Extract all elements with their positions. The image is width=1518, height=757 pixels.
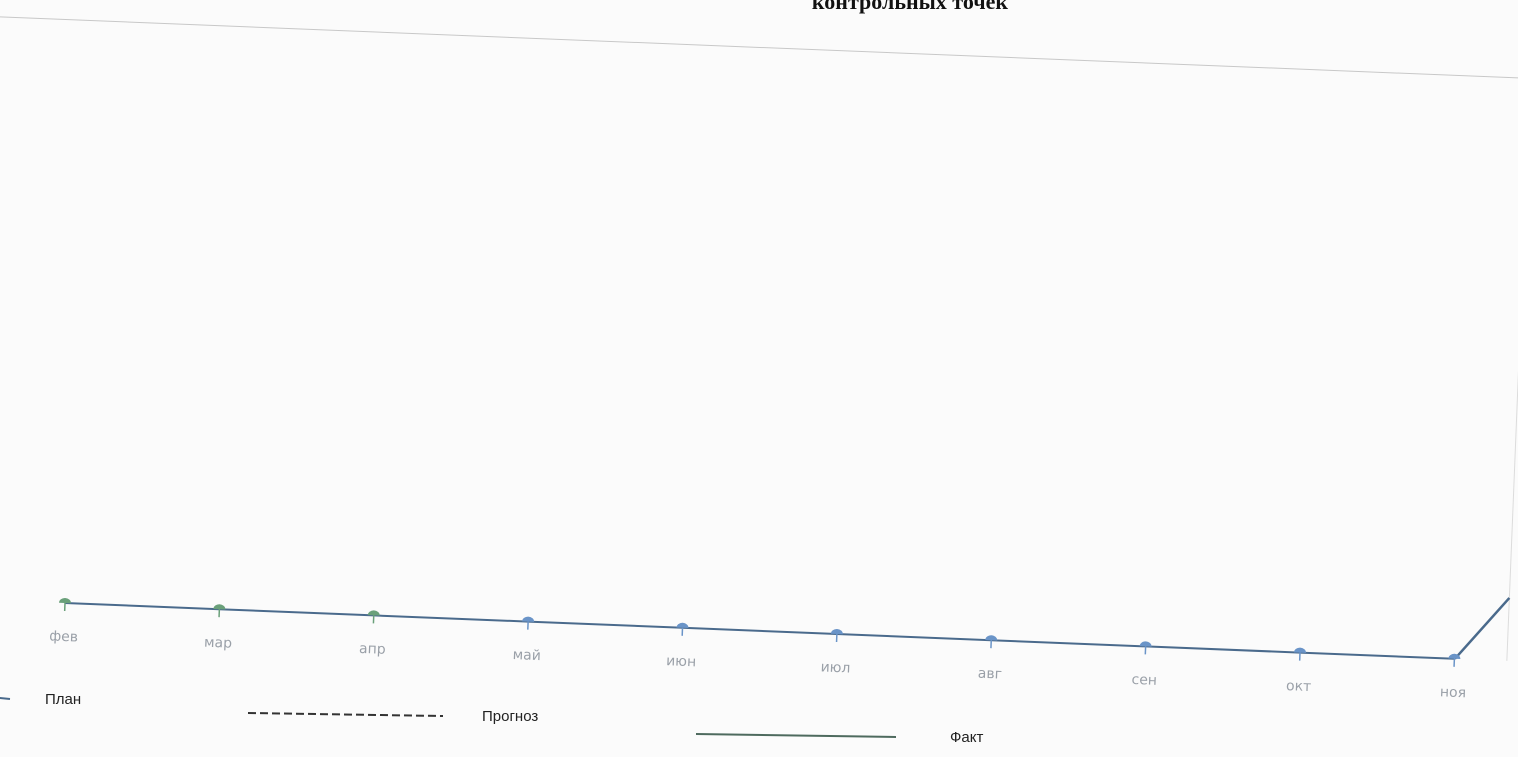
marker (676, 622, 689, 629)
marker (367, 610, 380, 616)
x-tick-label: июн (666, 653, 697, 670)
series-line (64, 602, 1455, 660)
plot: фев мар апр май июн июл авг сен окт ноя (0, 12, 1518, 701)
x-tick-label: сен (1131, 672, 1157, 689)
x-tick-label: ноя (1440, 684, 1467, 701)
x-tick-label: авг (977, 666, 1002, 683)
marker (1448, 653, 1461, 660)
legend-swatch (695, 733, 897, 738)
legend-item: План (0, 691, 81, 708)
marker (59, 598, 71, 604)
legend-item: Прогноз (247, 708, 538, 725)
marker (985, 635, 998, 641)
legend-label: Прогноз (482, 708, 538, 725)
marker (1294, 647, 1307, 653)
plot-border (0, 12, 1518, 79)
marker (830, 629, 843, 635)
x-tick-label: мар (204, 635, 233, 652)
marker (1139, 641, 1152, 647)
x-tick-label: май (512, 647, 541, 664)
marker (213, 604, 226, 610)
x-tick-label: фев (49, 628, 78, 645)
legend-item: Факт (695, 729, 983, 746)
x-tick-label: апр (359, 641, 386, 658)
legend-label: Факт (950, 729, 983, 746)
legend-label: План (45, 691, 81, 708)
legend-swatch (247, 712, 444, 717)
x-tick-label: июл (820, 659, 850, 676)
line-continuation (1453, 597, 1511, 660)
x-tick-label: окт (1286, 678, 1312, 695)
plot-border (1506, 78, 1518, 661)
chart-title: контрольных точек (812, 0, 1009, 14)
marker (522, 616, 535, 622)
legend-swatch (0, 696, 11, 700)
